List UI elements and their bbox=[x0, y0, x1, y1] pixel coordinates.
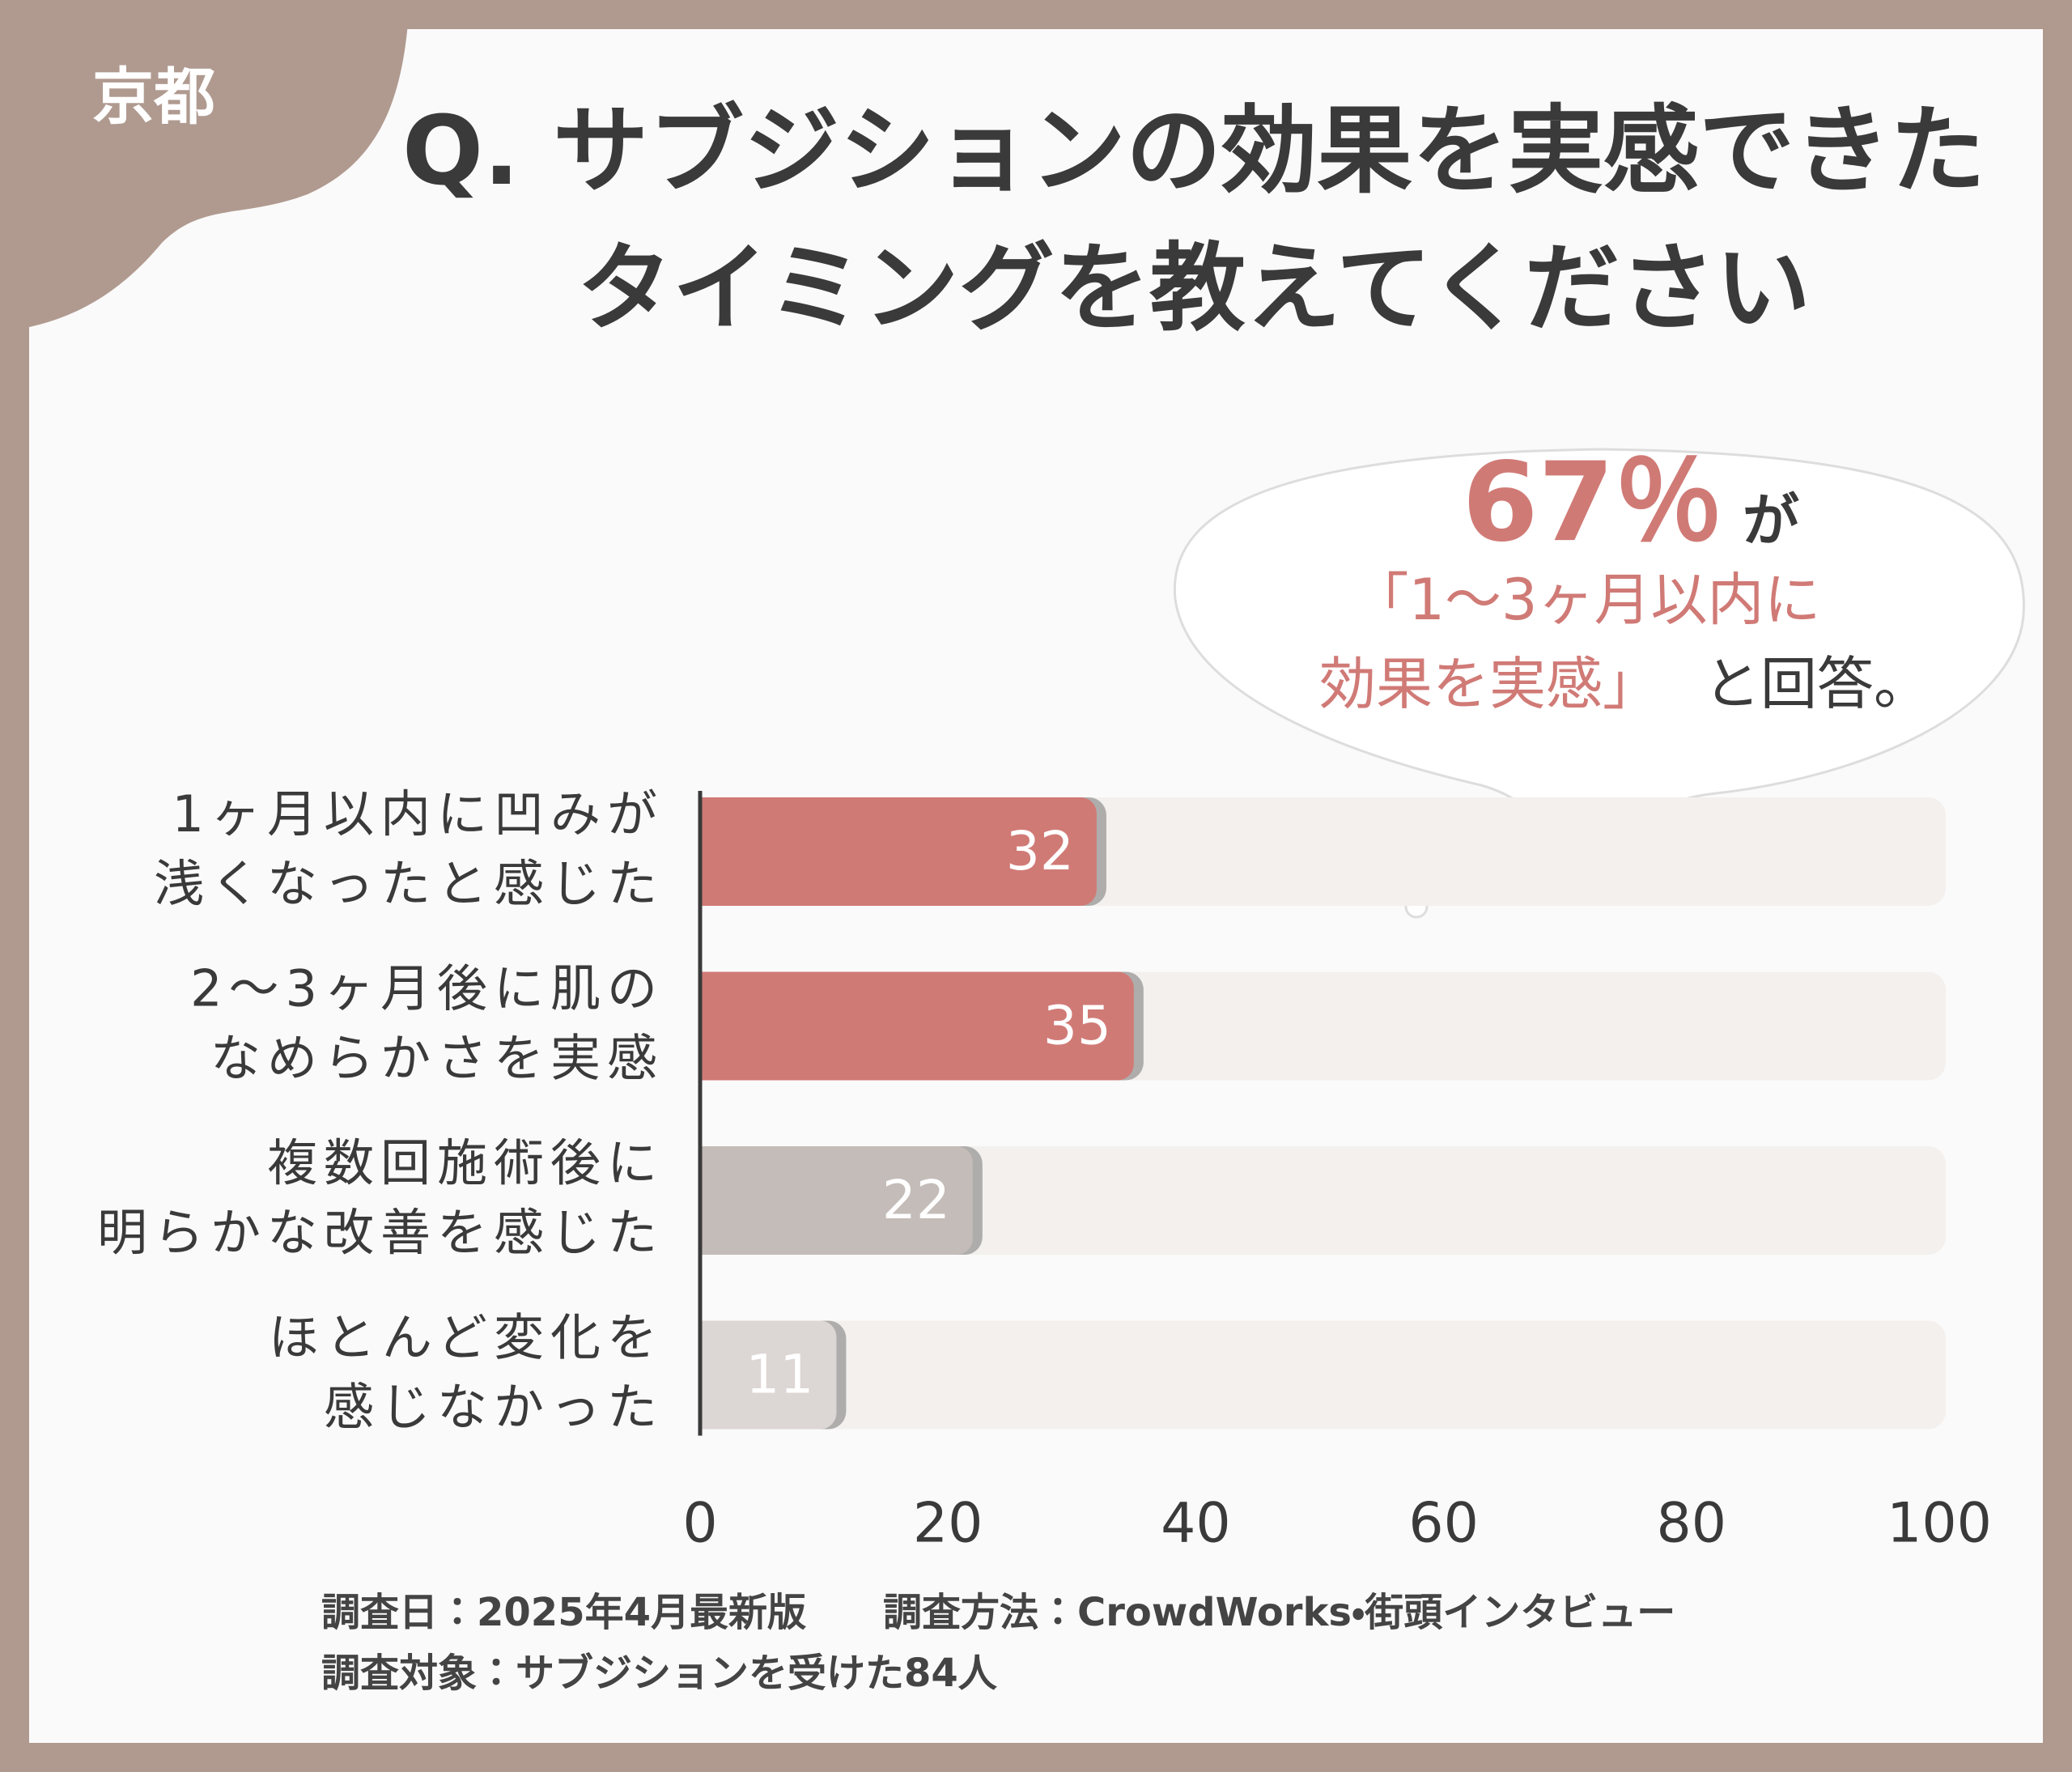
badge-shape bbox=[0, 0, 410, 332]
footnote: 調査対象：サブジションを受けた84人 bbox=[321, 1651, 998, 1696]
category-label: ほとんど変化を bbox=[269, 1308, 664, 1367]
category-label: 複数回施術後に bbox=[267, 1133, 664, 1192]
value-label: 32 bbox=[1006, 820, 1074, 882]
bar-flat bbox=[700, 797, 724, 906]
category-label: 1ヶ月以内に凹みが bbox=[172, 784, 664, 844]
bar bbox=[700, 797, 1097, 906]
x-tick-label: 0 bbox=[682, 1492, 717, 1556]
bar-flat bbox=[700, 971, 724, 1081]
bar bbox=[700, 971, 1134, 1081]
badge: 京都 bbox=[92, 61, 215, 133]
category-label: 感じなかった bbox=[324, 1378, 664, 1437]
x-tick-label: 60 bbox=[1408, 1492, 1479, 1556]
bar bbox=[700, 1146, 973, 1255]
x-tick-label: 40 bbox=[1161, 1492, 1231, 1556]
footnote: 調査日：2025年4月最新版 bbox=[321, 1590, 807, 1635]
chart-title: Q. サブジションの効果を実感できた bbox=[402, 95, 1985, 206]
callout-text: が bbox=[1743, 487, 1799, 554]
category-label: なめらかさを実感 bbox=[210, 1029, 664, 1088]
value-label: 22 bbox=[882, 1169, 950, 1231]
bar bbox=[700, 1320, 837, 1430]
chart-title: タイミングを教えてください bbox=[577, 232, 1811, 344]
x-tick-label: 80 bbox=[1657, 1492, 1727, 1556]
bar-flat bbox=[700, 1146, 724, 1255]
category-label: 明らかな改善を感じた bbox=[97, 1203, 664, 1262]
callout-highlight: 67％ bbox=[1463, 439, 1724, 566]
bar-track bbox=[700, 1146, 1946, 1255]
callout-text: 「1〜3ヶ月以内に bbox=[1352, 567, 1820, 633]
callout-text: と回答。 bbox=[1704, 651, 1930, 717]
callout-bubble bbox=[1173, 448, 2025, 835]
callout-text: 効果を実感」 bbox=[1319, 651, 1659, 717]
category-label: 浅くなったと感じた bbox=[154, 854, 664, 913]
footnote: 調査方法：CrowdWorks・街頭インタビュー bbox=[883, 1590, 1675, 1635]
value-label: 11 bbox=[745, 1344, 813, 1406]
x-tick-label: 100 bbox=[1887, 1492, 1992, 1556]
bar-flat bbox=[700, 1320, 724, 1430]
bar-track bbox=[700, 1320, 1946, 1430]
value-label: 35 bbox=[1043, 995, 1111, 1057]
category-label: 2〜3ヶ月後に肌の bbox=[190, 959, 664, 1018]
x-tick-label: 20 bbox=[913, 1492, 983, 1556]
